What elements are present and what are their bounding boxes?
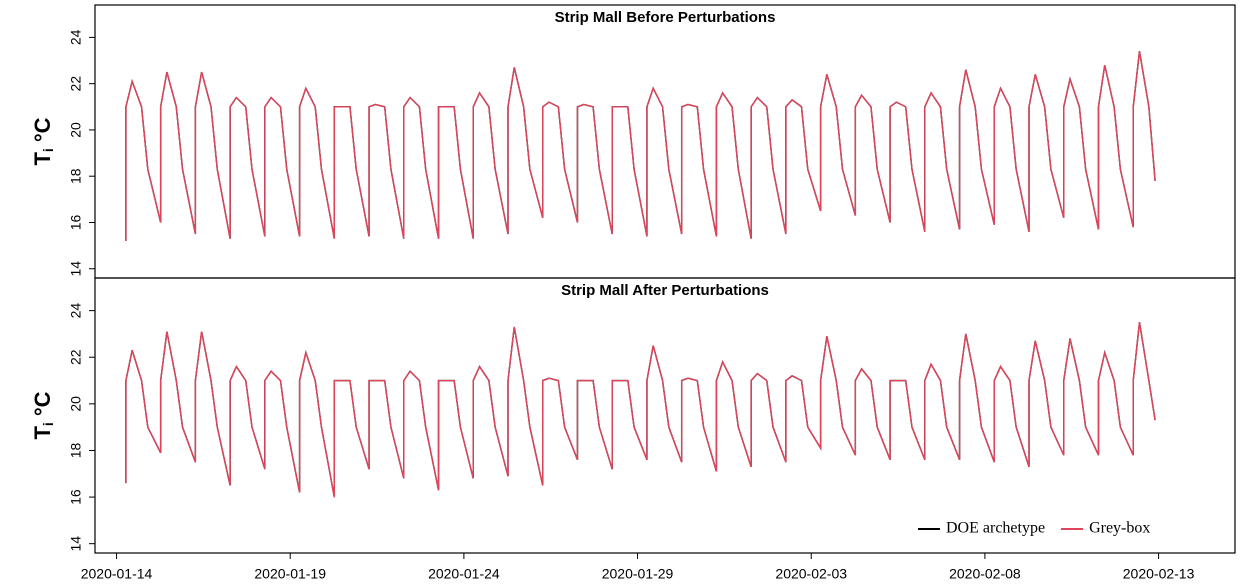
series-line	[125, 51, 1156, 241]
y-tick-label: 14	[68, 261, 84, 277]
y-label-unit: °C	[30, 391, 55, 416]
x-tick-label: 2020-01-29	[602, 566, 674, 582]
y-tick-label: 24	[68, 303, 84, 319]
series-line	[125, 322, 1156, 498]
x-tick-label: 2020-02-08	[949, 566, 1021, 582]
series-line	[125, 51, 1156, 241]
panel-title: Strip Mall After Perturbations	[561, 282, 769, 299]
series-line	[125, 322, 1156, 498]
y-tick-label: 22	[68, 349, 84, 365]
panel-frame	[94, 277, 1236, 554]
y-tick-label: 22	[68, 76, 84, 92]
y-tick-label: 18	[68, 442, 84, 458]
y-label-sub: i	[40, 148, 56, 152]
y-tick-label: 18	[68, 168, 84, 184]
y-axis-label: Ti °C	[30, 391, 56, 439]
y-axis-label: Ti °C	[30, 117, 56, 165]
y-label-main: T	[30, 152, 55, 166]
y-label-unit: °C	[30, 117, 55, 142]
y-tick-label: 16	[68, 489, 84, 505]
y-label-main: T	[30, 426, 55, 440]
legend-label: Grey-box	[1089, 520, 1150, 537]
y-tick-label: 20	[68, 396, 84, 412]
panel-title: Strip Mall Before Perturbations	[555, 9, 776, 26]
y-tick-label: 24	[68, 29, 84, 45]
x-tick-label: 2020-01-19	[254, 566, 326, 582]
y-tick-label: 20	[68, 122, 84, 138]
legend-label: DOE archetype	[946, 520, 1045, 537]
x-tick-label: 2020-02-13	[1123, 566, 1195, 582]
y-tick-label: 14	[68, 536, 84, 552]
y-tick-label: 16	[68, 214, 84, 230]
y-label-sub: i	[40, 422, 56, 426]
x-tick-label: 2020-01-24	[428, 566, 500, 582]
x-tick-label: 2020-02-03	[775, 566, 847, 582]
x-tick-label: 2020-01-14	[81, 566, 153, 582]
